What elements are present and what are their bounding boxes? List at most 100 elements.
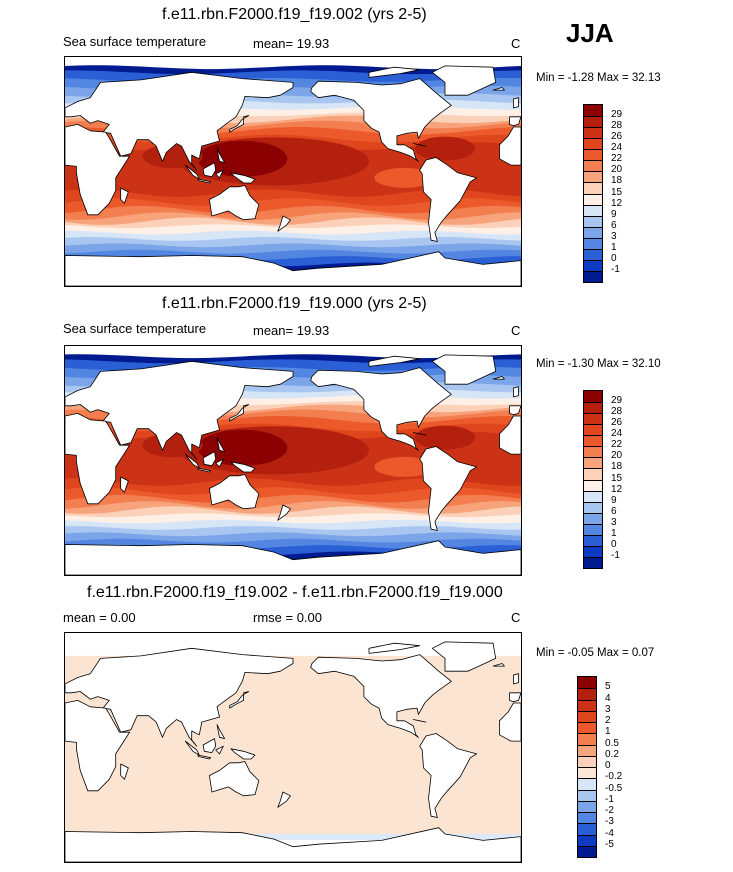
units-label: C [511, 323, 521, 338]
cold-tongue [374, 167, 435, 188]
map-middle [64, 345, 522, 576]
colorbar-tick-label: 0 [605, 760, 611, 771]
colorbar-tick-label: 3 [611, 230, 617, 242]
colorbar-tick-label: 29 [611, 395, 623, 407]
colorbar-tick-label: 0.5 [605, 737, 619, 749]
colorbar-swatch [584, 127, 602, 139]
colorbar-tick-label: 15 [611, 472, 623, 484]
colorbar-tick-label: 4 [605, 692, 611, 704]
colorbar-tick-label: 0 [611, 252, 617, 264]
land-outline [120, 763, 129, 780]
mean-label: mean = 0.00 [63, 610, 136, 625]
map-canvas [65, 346, 521, 575]
land-outline [512, 386, 519, 398]
colorbar-swatch [578, 845, 596, 857]
land-outline [368, 66, 421, 78]
colorbar-swatch [578, 812, 596, 824]
land-outline [492, 663, 505, 667]
colorbar-top [583, 104, 603, 283]
colorbar-swatch [584, 149, 602, 161]
colorbar-swatch [578, 710, 596, 722]
colorbar-swatch [578, 823, 596, 835]
colorbar-tick-label: 3 [605, 703, 611, 715]
colorbar-tick-label: 12 [611, 483, 623, 495]
colorbar-swatch [584, 556, 602, 568]
colorbar-swatch [584, 402, 602, 414]
colorbar-tick-label: 1 [611, 241, 617, 253]
colorbar-swatch [584, 237, 602, 249]
land-outline [499, 702, 521, 742]
colorbar-swatch [578, 789, 596, 801]
land-outline [499, 415, 521, 455]
colorbar-swatch [584, 501, 602, 513]
colorbar-swatch [584, 182, 602, 194]
colorbar-swatch [584, 160, 602, 172]
land-outline [492, 87, 505, 91]
colorbar-tick-label: 5 [605, 681, 611, 693]
land-outline [310, 654, 452, 738]
variable-label: Sea surface temperature [63, 34, 207, 49]
colorbar-tick-label: -3 [605, 816, 614, 828]
colorbar-tick-label: 26 [611, 131, 623, 143]
land-outline [215, 169, 224, 179]
colorbar-tick-label: 9 [611, 494, 617, 506]
land-outline [310, 367, 452, 451]
land-outline [412, 143, 427, 147]
land-outline [368, 355, 421, 367]
land-outline [419, 157, 478, 242]
land-outline [65, 540, 521, 575]
colorbar-swatch [584, 138, 602, 150]
rmse-label: rmse = 0.00 [253, 610, 323, 625]
colorbar-swatch [578, 800, 596, 812]
land-outline [509, 116, 521, 127]
land-outline [492, 376, 505, 380]
colorbar-swatch [584, 226, 602, 238]
colorbar-swatch [584, 204, 602, 216]
colorbar-tick-label: 0.2 [605, 748, 619, 760]
land-outline [412, 432, 427, 436]
colorbar-tick-label: -1 [611, 263, 620, 275]
colorbar-swatch [578, 722, 596, 734]
colorbar-bottom [577, 676, 597, 858]
colorbar-swatch [584, 270, 602, 282]
colorbar-swatch [584, 171, 602, 183]
colorbar-tick-label: 18 [611, 461, 623, 473]
map-bottom [64, 632, 522, 863]
land-outline [431, 354, 497, 385]
colorbar-swatch [584, 545, 602, 557]
colorbar-tick-label: 9 [611, 208, 617, 220]
land-outline [368, 642, 421, 654]
colorbar-tick-label: 12 [611, 197, 623, 209]
colorbar-tick-label: 28 [611, 406, 623, 418]
cold-tongue [374, 456, 435, 477]
colorbar-swatch [578, 755, 596, 767]
colorbar-swatch [584, 391, 602, 403]
colorbar-swatch [584, 413, 602, 425]
panel-title: f.e11.rbn.F2000.f19_f19.002 (yrs 2-5) [162, 6, 427, 23]
diff-cold-strip [65, 834, 521, 841]
land-outline [419, 446, 478, 531]
colorbar-tick-label: -1 [605, 793, 614, 805]
map-canvas [65, 641, 521, 862]
colorbar-swatch [578, 778, 596, 790]
colorbar-tick-label: 22 [611, 153, 623, 165]
colorbar-tick-label: 26 [611, 417, 623, 429]
land-outline [509, 692, 521, 703]
colorbar-tick-label: 24 [611, 428, 623, 440]
colorbar-tick-label: 28 [611, 120, 623, 132]
colorbar-swatch [578, 767, 596, 779]
land-outline [431, 65, 497, 96]
land-outline [412, 719, 427, 723]
colorbar-swatch [578, 834, 596, 846]
colorbar-swatch [584, 259, 602, 271]
colorbar-swatch [584, 215, 602, 227]
colorbar-swatch [584, 424, 602, 436]
colorbar-swatch [584, 457, 602, 469]
mean-label: mean= 19.93 [253, 36, 330, 51]
colorbar-tick-label: 22 [611, 439, 623, 451]
colorbar-swatch [584, 446, 602, 458]
colorbar-tick-label: 20 [611, 164, 623, 176]
colorbar-swatch [584, 105, 602, 117]
variable-label: Sea surface temperature [63, 321, 207, 336]
land-outline [230, 748, 256, 760]
